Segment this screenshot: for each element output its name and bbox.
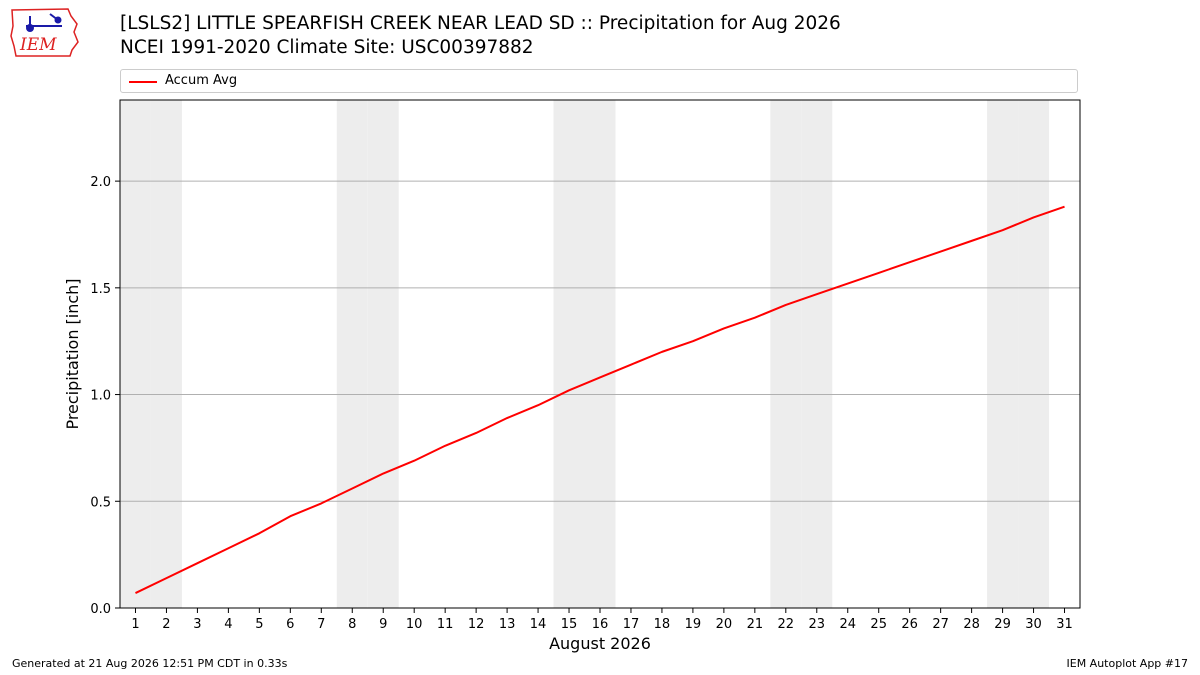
- x-tick-label-10: 10: [406, 617, 423, 632]
- axes: 1 2 3 4 5 6 7 8 9 10 11 12 13 14 15 16 17 18 19 20 21 22 23 24 2…: [90, 99, 1081, 632]
- weekend-band-day-2: [150, 100, 182, 608]
- x-tick-label-24: 24: [839, 617, 856, 632]
- weekend-band-day-9: [367, 100, 399, 608]
- weekend-band-day-22: [770, 100, 802, 608]
- x-tick-label-11: 11: [437, 617, 454, 632]
- x-tick-label-5: 5: [255, 617, 263, 632]
- x-tick-label-19: 19: [685, 617, 702, 632]
- x-tick-label-27: 27: [932, 617, 949, 632]
- x-tick-label-1: 1: [131, 617, 139, 632]
- chart-title: [LSLS2] LITTLE SPEARFISH CREEK NEAR LEAD…: [120, 12, 841, 60]
- x-tick-label-2: 2: [162, 617, 170, 632]
- x-axis-label: August 2026: [549, 634, 651, 653]
- x-tick-label-3: 3: [193, 617, 201, 632]
- weekend-band-day-23: [801, 100, 833, 608]
- x-tick-label-28: 28: [963, 617, 980, 632]
- x-tick-label-20: 20: [716, 617, 733, 632]
- weather-station-icon: [26, 13, 62, 32]
- y-tick-label-3: 1.5: [90, 282, 111, 297]
- legend: Accum Avg: [120, 69, 1078, 93]
- weekend-band-day-8: [336, 100, 368, 608]
- x-tick-label-21: 21: [747, 617, 764, 632]
- x-tick-label-26: 26: [901, 617, 918, 632]
- y-tick-label-2: 1.0: [90, 389, 111, 404]
- legend-label-accum-avg: Accum Avg: [165, 73, 238, 88]
- x-tick-label-14: 14: [530, 617, 547, 632]
- weekend-bands: [120, 100, 1050, 608]
- x-tick-label-9: 9: [379, 617, 387, 632]
- iem-logo: IEM: [10, 8, 79, 57]
- y-tick-label-4: 2.0: [90, 175, 111, 190]
- weekend-band-day-29: [987, 100, 1019, 608]
- x-tick-label-18: 18: [654, 617, 671, 632]
- grid-lines: [120, 180, 1080, 502]
- y-axis-label: Precipitation [inch]: [63, 278, 82, 429]
- x-tick-label-29: 29: [994, 617, 1011, 632]
- series-layer: [135, 205, 1065, 594]
- x-tick-label-23: 23: [809, 617, 826, 632]
- x-tick-label-4: 4: [224, 617, 232, 632]
- x-tick-label-31: 31: [1056, 617, 1073, 632]
- legend-swatch-accum-avg: [129, 81, 157, 83]
- weekend-band-day-30: [1018, 100, 1050, 608]
- x-tick-label-22: 22: [778, 617, 795, 632]
- weekend-band-day-15: [553, 100, 585, 608]
- title-line-1: [LSLS2] LITTLE SPEARFISH CREEK NEAR LEAD…: [120, 13, 841, 34]
- weekend-band-day-16: [584, 100, 616, 608]
- x-tick-label-25: 25: [870, 617, 887, 632]
- y-tick-label-1: 0.5: [90, 495, 111, 510]
- title-line-2: NCEI 1991-2020 Climate Site: USC00397882: [120, 37, 534, 58]
- y-tick-label-0: 0.0: [90, 602, 111, 617]
- logo-text: IEM: [19, 35, 57, 55]
- x-tick-label-7: 7: [317, 617, 325, 632]
- x-tick-label-8: 8: [348, 617, 356, 632]
- x-tick-label-6: 6: [286, 617, 294, 632]
- app-label: IEM Autoplot App #17: [1066, 657, 1189, 670]
- x-tick-label-30: 30: [1025, 617, 1042, 632]
- weekend-band-day-1: [120, 100, 151, 608]
- x-tick-label-17: 17: [623, 617, 640, 632]
- x-tick-label-12: 12: [468, 617, 485, 632]
- generated-timestamp: Generated at 21 Aug 2026 12:51 PM CDT in…: [12, 657, 288, 670]
- x-tick-label-16: 16: [592, 617, 609, 632]
- x-tick-label-13: 13: [499, 617, 516, 632]
- x-tick-label-15: 15: [561, 617, 578, 632]
